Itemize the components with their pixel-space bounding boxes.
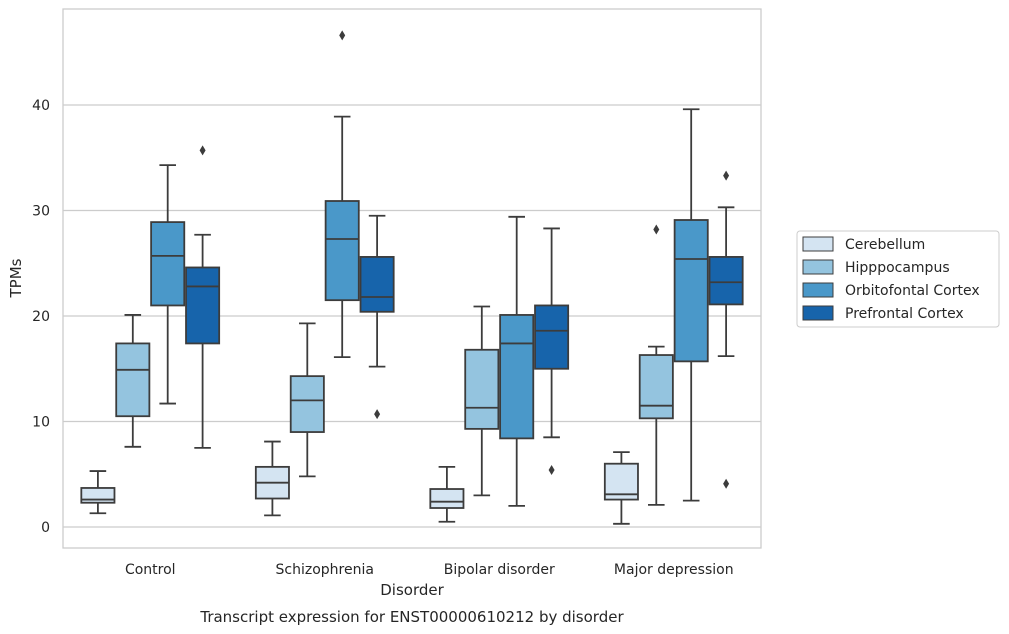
legend-label: Cerebellum — [845, 237, 925, 253]
box-group — [603, 451, 639, 525]
y-tick-label: 40 — [32, 98, 50, 114]
box-body — [464, 348, 500, 430]
box-group — [708, 170, 744, 489]
legend-label: Orbitofontal Cortex — [845, 283, 980, 299]
box-body — [429, 488, 465, 509]
box-body — [708, 256, 744, 306]
outlier-point — [548, 465, 555, 476]
box-group — [80, 470, 116, 515]
box-body — [115, 342, 151, 418]
box-group — [359, 214, 395, 420]
legend-swatch — [802, 282, 834, 298]
legend-swatch — [802, 259, 834, 275]
x-tick-label: Major depression — [614, 562, 734, 578]
box-group — [289, 322, 325, 478]
legend-frame — [796, 230, 1000, 328]
outlier-point — [199, 145, 206, 156]
chart-caption: Transcript expression for ENST0000061021… — [199, 608, 624, 626]
box-body — [80, 487, 116, 504]
outlier-point — [374, 409, 381, 420]
x-tick-label: Control — [125, 562, 176, 578]
y-tick-label: 0 — [41, 520, 50, 536]
outlier-point — [723, 170, 730, 181]
box-body — [185, 266, 221, 345]
plot-area-frame — [62, 8, 762, 549]
y-axis-label: TPMs — [7, 258, 25, 298]
box-body — [638, 354, 674, 420]
y-tick-labels: 0 10 20 30 40 — [32, 98, 50, 536]
outlier-point — [339, 30, 346, 41]
box-group — [254, 440, 290, 517]
y-tick-label: 10 — [32, 415, 50, 431]
box-group — [638, 224, 674, 506]
legend: Cerebellum Hipppocampus Orbitofontal Corte… — [796, 230, 1000, 328]
box-group — [464, 305, 500, 497]
y-tick-label: 20 — [32, 309, 50, 325]
box-body — [534, 304, 570, 370]
legend-swatch — [802, 236, 834, 252]
outlier-point — [723, 478, 730, 489]
box-series-layer — [80, 30, 744, 525]
box-body — [499, 314, 535, 440]
x-axis-label: Disorder — [380, 581, 444, 599]
box-body — [359, 256, 395, 313]
box-group — [150, 164, 186, 405]
box-group — [534, 227, 570, 476]
outlier-point — [653, 224, 660, 235]
box-body — [324, 200, 360, 302]
x-tick-label: Bipolar disorder — [444, 562, 555, 578]
legend-label: Hipppocampus — [845, 260, 950, 276]
box-body — [673, 219, 709, 363]
x-tick-label: Schizophrenia — [276, 562, 374, 578]
box-body — [150, 221, 186, 307]
box-group — [185, 145, 221, 449]
box-group — [115, 314, 151, 448]
x-tick-labels: Control Schizophrenia Bipolar disorder Majo… — [125, 562, 734, 578]
box-group — [429, 465, 465, 523]
grid-lines — [63, 104, 761, 528]
box-group — [499, 215, 535, 507]
box-body — [289, 375, 325, 433]
y-tick-label: 30 — [32, 204, 50, 220]
box-group — [324, 30, 360, 359]
box-group — [673, 108, 709, 502]
legend-label: Prefrontal Cortex — [845, 306, 964, 322]
legend-swatch — [802, 305, 834, 321]
